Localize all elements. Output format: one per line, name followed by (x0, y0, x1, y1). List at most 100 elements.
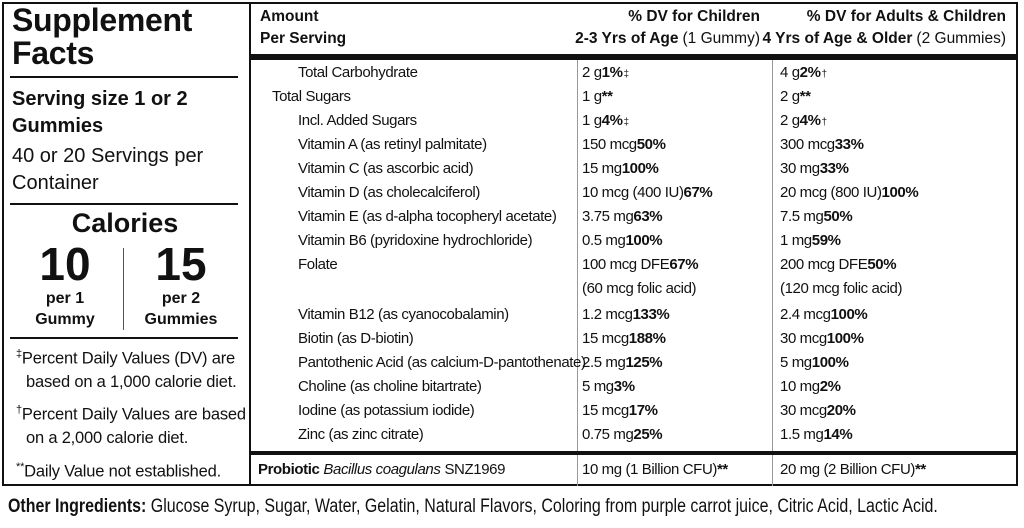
nutrient-name-cell: Incl. Added Sugars (298, 109, 575, 133)
footnote-text: Daily Value not established. (24, 462, 221, 481)
nutrient-name-cell: Choline (as choline bitartrate) (298, 375, 575, 399)
amount: 150 mcg (582, 136, 637, 153)
amount: 2 g (780, 112, 800, 129)
amount: 100 mcg DFE (582, 256, 670, 273)
nutrient-name: Choline (as choline bitartrate) (298, 378, 482, 395)
calories-per: per 1 Gummy (35, 290, 95, 328)
footnote-mark: ** (16, 461, 25, 473)
amount: 2 g (780, 88, 800, 105)
header-adults: % DV for Adults & Children 4 Yrs of Age … (763, 6, 1006, 50)
amount-cell: 150 mcg 50% (582, 133, 760, 157)
daily-value: 100% (811, 354, 849, 371)
header-line: Amount (260, 8, 319, 25)
daily-value: 100% (621, 160, 659, 177)
daily-value: 33% (834, 136, 864, 153)
daily-value: 50% (823, 208, 853, 225)
daily-value: 100% (625, 232, 663, 249)
header-line: 2-3 Yrs of Age (1 Gummy) (575, 28, 760, 50)
daily-value: 100% (830, 306, 868, 323)
daily-value: ** (601, 88, 613, 105)
amount: 7.5 mg (780, 208, 824, 225)
amount-cell: 4 g 2% † (780, 61, 1006, 87)
amount-cell: 300 mcg 33% (780, 133, 1006, 157)
amount-cell: 2 g ** (780, 85, 1006, 109)
daily-value: 59% (811, 232, 841, 249)
amount-cell: 1 g 4% ‡ (582, 109, 760, 135)
panel-divider (249, 2, 251, 486)
amount: 10 mg (1 Billion CFU) (582, 461, 717, 478)
amount-cell: 20 mg (2 Billion CFU) ** (780, 458, 1006, 482)
rule (10, 337, 238, 339)
dv-mark: † (821, 69, 828, 80)
daily-value: 33% (819, 160, 849, 177)
amount: 5 mg (582, 378, 614, 395)
probiotic-name-cell: Probiotic Bacillus coagulans SNZ1969 (258, 458, 575, 482)
amount: 200 mcg DFE (780, 256, 868, 273)
thick-rule (251, 451, 1016, 455)
footnote-text: Percent Daily Values (DV) are based on a… (21, 349, 237, 391)
amount-cell: 100 mcg DFE 67% (582, 253, 760, 277)
daily-value: 3% (613, 378, 635, 395)
amount-cell: 5 mg 3% (582, 375, 760, 399)
amount-note: (60 mcg folic acid) (582, 280, 697, 297)
amount-cell: 10 mg 2% (780, 375, 1006, 399)
footnote: †Percent Daily Values are based on a 2,0… (10, 399, 250, 450)
amount-cell: 1.5 mg 14% (780, 423, 1006, 447)
amount-cell: 1.2 mcg 133% (582, 303, 760, 327)
header-amount: Amount Per Serving (260, 6, 346, 50)
ingredients-label: Other Ingredients: (8, 496, 147, 517)
amount-cell: 15 mcg 188% (582, 327, 760, 351)
amount-note: (120 mcg folic acid) (780, 280, 903, 297)
title: Supplement Facts (12, 2, 193, 71)
amount: 30 mcg (780, 402, 827, 419)
daily-value: 100% (881, 184, 919, 201)
footnote-mark: † (16, 404, 22, 416)
amount-cell: 0.5 mg 100% (582, 229, 760, 253)
amount: 1.5 mg (780, 426, 824, 443)
nutrient-name-cell: Vitamin E (as d-alpha tocopheryl acetate… (298, 205, 575, 229)
amount: 1.2 mcg (582, 306, 633, 323)
daily-value: 2% (819, 378, 841, 395)
daily-value: 1% (601, 64, 623, 81)
calories-label: Calories (71, 208, 179, 238)
header-text: 2-3 Yrs of Age (575, 30, 679, 47)
amount-cell: 20 mcg (800 IU) 100% (780, 181, 1006, 205)
amount-cell: 1 g ** (582, 85, 760, 109)
nutrient-name-cell: Pantothenic Acid (as calcium-D-pantothen… (298, 351, 586, 375)
daily-value: 188% (628, 330, 666, 347)
daily-value: ** (716, 461, 728, 478)
probiotic-strain: SNZ1969 (444, 461, 506, 478)
nutrient-name-cell: Total Carbohydrate (298, 61, 575, 85)
amount-cell: 2 g 4% † (780, 109, 1006, 135)
amount-cell: 30 mcg 100% (780, 327, 1006, 351)
nutrient-name: Vitamin C (as ascorbic acid) (298, 160, 474, 177)
daily-value: 20% (826, 402, 856, 419)
amount: 10 mg (780, 378, 820, 395)
calories-divider (123, 248, 124, 330)
daily-value: 67% (669, 256, 699, 273)
amount: 15 mg (582, 160, 622, 177)
nutrient-name: Iodine (as potassium iodide) (298, 402, 475, 419)
amount-cell: 15 mg 100% (582, 157, 760, 181)
dv-mark: ‡ (623, 69, 630, 80)
amount-cell: 0.75 mg 25% (582, 423, 760, 447)
nutrient-name: Biotin (as D-biotin) (298, 330, 414, 347)
amount: 30 mg (780, 160, 820, 177)
amount: 5 mg (780, 354, 812, 371)
nutrient-name-cell: Zinc (as zinc citrate) (298, 423, 575, 447)
daily-value: 50% (867, 256, 897, 273)
amount: 3.75 mg (582, 208, 634, 225)
amount-cell: 3.75 mg 63% (582, 205, 760, 229)
amount: 10 mcg (400 IU) (582, 184, 684, 201)
nutrient-name-cell: Vitamin B6 (pyridoxine hydrochloride) (298, 229, 575, 253)
header-text: 4 Yrs of Age & Older (762, 30, 913, 47)
ingredients: Other Ingredients: Glucose Syrup, Sugar,… (8, 496, 938, 518)
calories-amount: 15 (155, 238, 207, 290)
amount: 30 mcg (780, 330, 827, 347)
amount-cell: 10 mcg (400 IU) 67% (582, 181, 760, 205)
daily-value: 17% (628, 402, 658, 419)
nutrient-name: Vitamin B12 (as cyanocobalamin) (298, 306, 509, 323)
daily-value: ** (914, 461, 926, 478)
nutrient-name: Vitamin D (as cholecalciferol) (298, 184, 480, 201)
daily-value: 67% (683, 184, 713, 201)
